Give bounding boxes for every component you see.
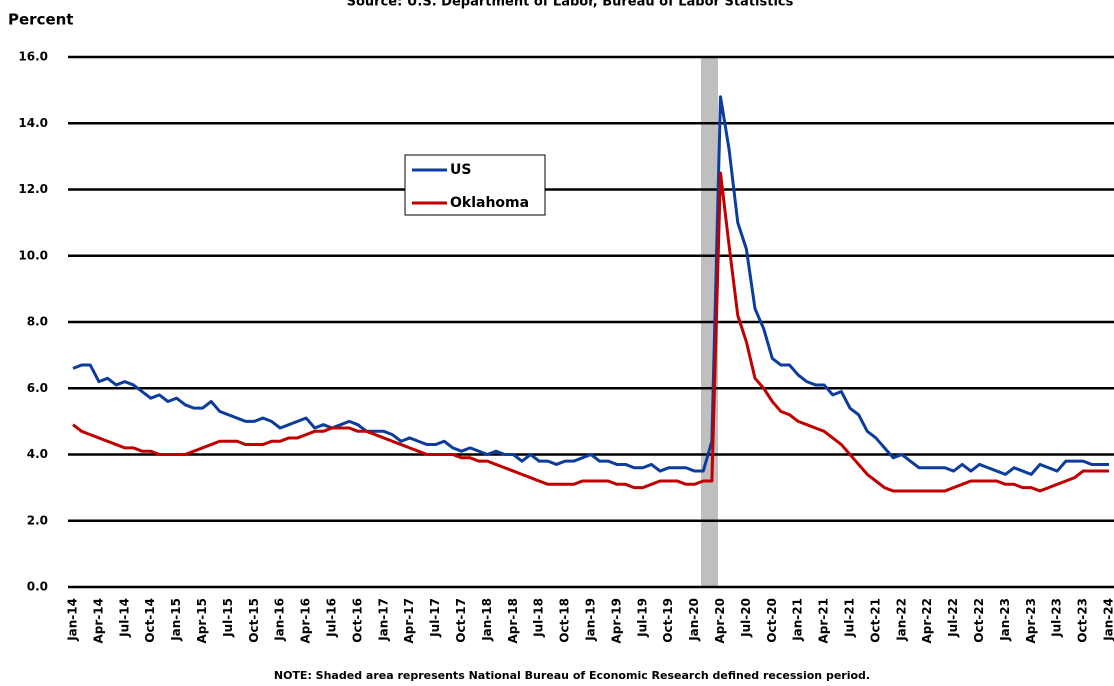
y-tick-label: 12.0 xyxy=(18,182,48,196)
x-tick-label: Apr-21 xyxy=(817,598,831,643)
x-tick-label: Oct-16 xyxy=(350,598,364,643)
y-tick-label: 16.0 xyxy=(18,50,48,64)
x-tick-label: Apr-22 xyxy=(920,598,934,643)
x-tick-label: Jul-14 xyxy=(117,598,131,638)
x-tick-label: Oct-17 xyxy=(454,598,468,643)
x-tick-label: Oct-23 xyxy=(1076,598,1090,643)
y-tick-label: 14.0 xyxy=(18,116,48,130)
x-tick-label: Oct-15 xyxy=(247,598,261,643)
y-tick-label: 8.0 xyxy=(27,315,48,329)
x-tick-label: Jan-24 xyxy=(1102,598,1114,642)
x-tick-label: Apr-20 xyxy=(713,598,727,643)
y-axis-label: Percent xyxy=(8,11,73,29)
x-tick-label: Jul-23 xyxy=(1050,598,1064,638)
x-tick-label: Jan-15 xyxy=(169,598,183,642)
y-tick-label: 10.0 xyxy=(18,248,48,262)
x-tick-label: Apr-16 xyxy=(299,598,313,643)
x-tick-label: Jul-16 xyxy=(325,598,339,638)
x-tick-label: Jul-22 xyxy=(946,598,960,638)
x-tick-label: Apr-17 xyxy=(402,598,416,643)
x-tick-label: Apr-18 xyxy=(506,598,520,643)
x-tick-label: Jul-15 xyxy=(221,598,235,638)
x-tick-label: Jul-18 xyxy=(532,598,546,638)
x-tick-label: Jan-14 xyxy=(66,598,80,642)
x-tick-label: Oct-20 xyxy=(765,598,779,643)
x-tick-label: Oct-21 xyxy=(868,598,882,643)
x-tick-label: Oct-18 xyxy=(558,598,572,643)
x-tick-label: Apr-14 xyxy=(91,598,105,643)
x-tick-label: Oct-19 xyxy=(661,598,675,643)
x-tick-label: Jan-22 xyxy=(894,598,908,642)
x-tick-label: Apr-15 xyxy=(195,598,209,643)
y-tick-label: 6.0 xyxy=(27,381,48,395)
y-tick-label: 4.0 xyxy=(27,447,48,461)
x-tick-label: Jul-21 xyxy=(843,598,857,638)
legend-box xyxy=(404,154,546,216)
x-tick-label: Apr-19 xyxy=(609,598,623,643)
x-tick-label: Jan-21 xyxy=(791,598,805,642)
x-tick-label: Jan-17 xyxy=(376,598,390,642)
x-tick-label: Jul-20 xyxy=(739,598,753,638)
x-tick-label: Jan-20 xyxy=(687,598,701,642)
x-tick-label: Jul-17 xyxy=(428,598,442,638)
legend-label: Oklahoma xyxy=(450,195,529,211)
y-tick-label: 0.0 xyxy=(27,580,48,594)
x-tick-label: Jan-18 xyxy=(480,598,494,642)
x-tick-label: Oct-14 xyxy=(143,598,157,643)
note: NOTE: Shaded area represents National Bu… xyxy=(274,669,870,682)
x-tick-label: Jan-19 xyxy=(584,598,598,642)
x-tick-label: Jul-19 xyxy=(635,598,649,638)
legend-label: US xyxy=(450,162,471,178)
x-tick-label: Apr-23 xyxy=(1024,598,1038,643)
chart-source: Source: U.S. Department of Labor, Bureau… xyxy=(347,0,794,10)
x-tick-label: Oct-22 xyxy=(972,598,986,643)
x-tick-label: Jan-23 xyxy=(998,598,1012,642)
data-line xyxy=(72,171,1109,493)
x-tick-label: Jan-16 xyxy=(273,598,287,642)
y-tick-label: 2.0 xyxy=(27,513,48,527)
data-line xyxy=(72,95,1109,476)
